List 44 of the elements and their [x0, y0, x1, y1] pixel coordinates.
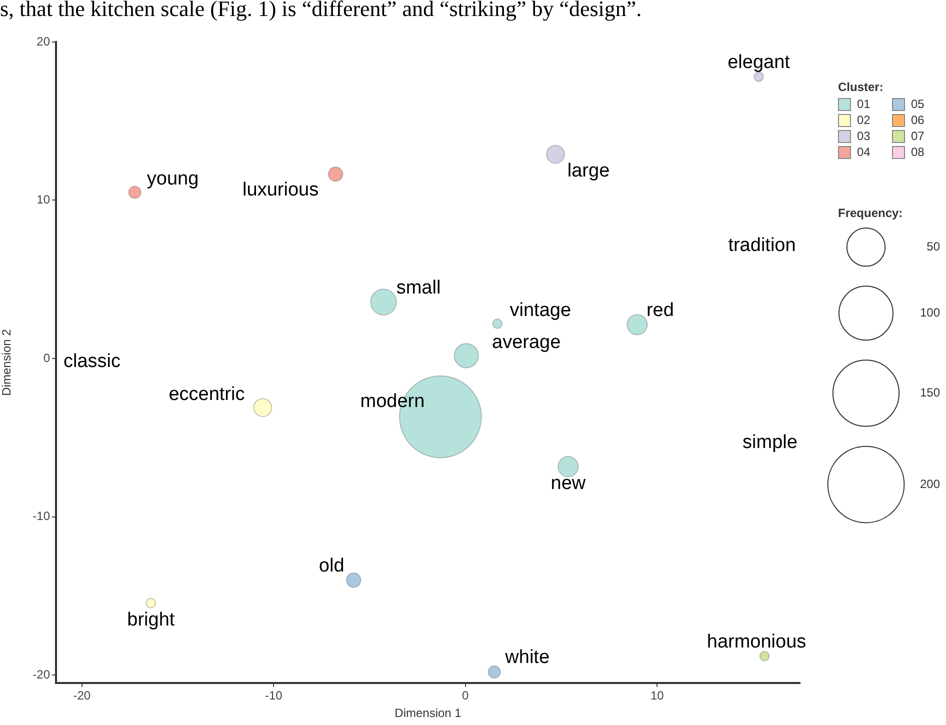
annotation: modern [360, 391, 425, 412]
legend-label: 150 [920, 386, 940, 400]
annotation: white [504, 647, 550, 668]
annotation: vintage [510, 300, 572, 321]
legend-label: 07 [911, 129, 924, 143]
y-tick-label: 20 [36, 34, 50, 48]
legend-label: 50 [926, 239, 940, 254]
legend-label: 100 [920, 305, 940, 320]
legend-label: 03 [857, 129, 870, 143]
annotation: eccentric [168, 384, 245, 405]
y-tick-label: -10 [32, 509, 50, 524]
annotation: old [318, 555, 344, 576]
legend-title: Cluster: [838, 80, 884, 94]
text: s, that the kitchen scale (Fig. 1) is “different” and “striking” by “design”. [0, 0, 642, 22]
legend-label: 06 [911, 113, 924, 127]
y-tick-label: -20 [32, 667, 50, 682]
annotation: elegant [728, 52, 791, 74]
annotation: tradition [728, 235, 796, 256]
legend-label: 04 [857, 145, 870, 159]
y-tick-label: 0 [43, 350, 50, 365]
legend-label: 05 [911, 97, 924, 111]
annotation: bright [127, 609, 176, 630]
text: Frequency: [838, 206, 903, 220]
annotation: red [646, 300, 674, 321]
legend-label: 200 [920, 476, 940, 491]
annotation: luxurious [242, 179, 319, 200]
annotation: small [396, 277, 441, 298]
x-axis-title: Dimension 1 [394, 706, 462, 720]
annotation: simple [742, 432, 798, 454]
legend-label: 08 [911, 145, 924, 159]
annotation: young [146, 168, 199, 190]
annotation: new [550, 472, 586, 494]
x-tick-label: -10 [264, 688, 283, 703]
legend-label: 01 [857, 97, 870, 111]
x-tick-label: -20 [73, 688, 91, 703]
annotation: harmonious [706, 631, 806, 652]
annotation: average [492, 332, 561, 353]
y-axis-title: Dimension 2 [0, 328, 14, 396]
annotation: large [567, 160, 610, 182]
y-tick-label: 10 [36, 192, 50, 207]
x-tick-label: 10 [650, 688, 664, 703]
annotation: classic [63, 351, 121, 372]
x-tick-label: 0 [462, 688, 470, 703]
legend-label: 02 [857, 113, 870, 127]
